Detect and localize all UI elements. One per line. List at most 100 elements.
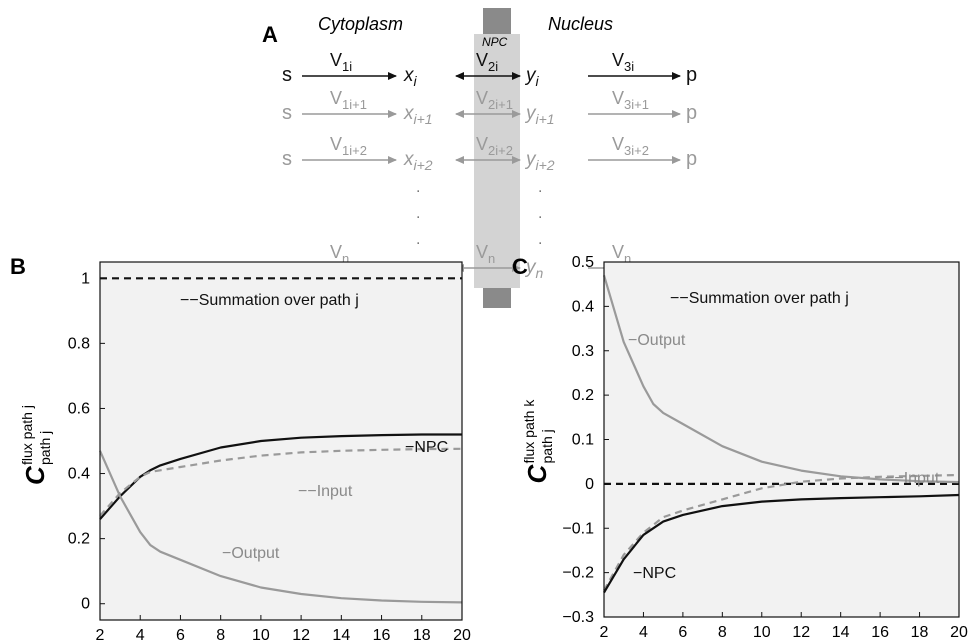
species-x: xi+1: [403, 103, 433, 127]
npc-pore-bottom: [483, 288, 511, 308]
series-label: −−Input: [885, 470, 940, 487]
x-tick-label: 2: [96, 627, 105, 643]
product-p: p: [686, 148, 697, 170]
plot-background: [604, 262, 959, 617]
plot-background: [100, 262, 462, 620]
x-tick-label: 20: [950, 624, 968, 641]
x-tick-label: 8: [216, 627, 225, 643]
series-label: −−Summation over path j: [670, 290, 849, 307]
rate-v3: V3i: [612, 50, 634, 74]
ellipsis-dots: . . . . . .: [416, 179, 542, 248]
x-tick-label: 2: [600, 624, 609, 641]
rate-v2: V2i+1: [476, 88, 513, 112]
substrate-s: s: [282, 148, 292, 170]
rate-v1: V1i: [330, 50, 352, 74]
x-tick-label: 12: [292, 627, 310, 643]
y-axis-label-sub: path j: [539, 429, 555, 463]
y-axis-label-main: C: [522, 464, 552, 484]
rate-v2: V2i+2: [476, 134, 513, 158]
x-tick-label: 8: [718, 624, 727, 641]
series-label: −−Summation over path j: [180, 292, 359, 309]
series-label: −NPC: [633, 565, 676, 582]
y-axis-label-sup: flux path k: [521, 399, 537, 464]
x-tick-label: 14: [332, 627, 350, 643]
y-tick-label: 0.2: [68, 531, 90, 548]
species-y: yi: [524, 65, 540, 89]
species-y: yn: [524, 257, 544, 281]
x-tick-label: 16: [373, 627, 391, 643]
rate-v3: Vn: [612, 242, 631, 266]
x-tick-label: 6: [678, 624, 687, 641]
rate-v3: V3i+2: [612, 134, 649, 158]
pathway-rows: s V1i xi V2i yi V3i p s V1i+1 xi+1 V2i+1 yi+1 V3i+1 p…: [282, 50, 697, 281]
y-tick-label: 0.2: [572, 387, 594, 404]
series-line: [602, 274, 960, 484]
pathway-row: s V1i+2 xi+2 V2i+2 yi+2 V3i+2 p: [282, 134, 697, 173]
ellipsis-dot: .: [416, 179, 420, 196]
ellipsis-dot: .: [538, 205, 542, 222]
y-tick-label: 0.1: [572, 432, 594, 449]
rate-v1: V1i+2: [330, 134, 367, 158]
ellipsis-dot: .: [538, 231, 542, 248]
x-tick-label: 10: [252, 627, 270, 643]
x-tick-label: 18: [413, 627, 431, 643]
species-x: xi+2: [403, 149, 433, 173]
y-tick-label: 1: [81, 270, 90, 287]
series-line: [603, 473, 960, 591]
pathway-row: s V1i xi V2i yi V3i p: [282, 50, 697, 89]
species-y: yi+1: [524, 103, 555, 127]
x-tick-label: 10: [753, 624, 771, 641]
x-tick-label: 6: [176, 627, 185, 643]
series-label: −−Input: [298, 483, 353, 500]
x-tick-label: 18: [911, 624, 929, 641]
y-tick-label: 0: [81, 596, 90, 613]
npc-label: NPC: [482, 35, 508, 49]
chart-panel-c: C 2 4 6 8 10 12 14 16 18 20 −0.3 −0.2 −0.1 0 0.1 0.2 0.3 0…: [512, 254, 968, 643]
y-tick-label: 0: [585, 476, 594, 493]
x-tick-label: 20: [453, 627, 471, 643]
npc-pore-top: [483, 8, 511, 34]
rate-v1: V1i+1: [330, 88, 367, 112]
species-y: yi+2: [524, 149, 555, 173]
x-tick-label: 16: [871, 624, 889, 641]
y-tick-label: 0.4: [572, 298, 594, 315]
series-line: [99, 447, 463, 517]
ellipsis-dot: .: [538, 179, 542, 196]
y-tick-label: 0.4: [68, 466, 90, 483]
series-label: −Output: [628, 332, 686, 349]
x-axis-label: n: [776, 641, 786, 643]
y-tick-label: −0.3: [562, 609, 594, 626]
y-tick-label: 0.3: [572, 343, 594, 360]
pathway-row: s V1i+1 xi+1 V2i+1 yi+1 V3i+1 p: [282, 88, 697, 127]
y-tick-label: −0.1: [562, 520, 594, 537]
rate-v1: Vn: [330, 242, 349, 266]
series-line: [99, 433, 462, 520]
substrate-s: s: [282, 102, 292, 124]
series-line: [98, 450, 463, 604]
y-tick-label: 0.8: [68, 335, 90, 352]
y-tick-label: 0.5: [572, 254, 594, 271]
product-p: p: [686, 64, 697, 86]
product-p: p: [686, 102, 697, 124]
panel-letter: C: [512, 254, 528, 279]
series-label: −Output: [222, 545, 280, 562]
ellipsis-dot: .: [416, 231, 420, 248]
rate-v3: V3i+1: [612, 88, 649, 112]
ellipsis-dot: .: [416, 205, 420, 222]
species-x: xi: [403, 65, 418, 89]
nucleus-label: Nucleus: [548, 14, 613, 34]
series-label: −NPC: [405, 439, 448, 456]
y-axis-label-sub: path j: [37, 431, 53, 465]
y-tick-label: −0.2: [562, 565, 594, 582]
y-axis-label-sup: flux path j: [19, 405, 35, 465]
cytoplasm-label: Cytoplasm: [318, 14, 403, 34]
rate-v2: V2i: [476, 50, 498, 74]
y-axis-label-main: C: [20, 465, 50, 485]
panel-a-letter: A: [262, 22, 278, 47]
plot-frame: [99, 261, 463, 621]
